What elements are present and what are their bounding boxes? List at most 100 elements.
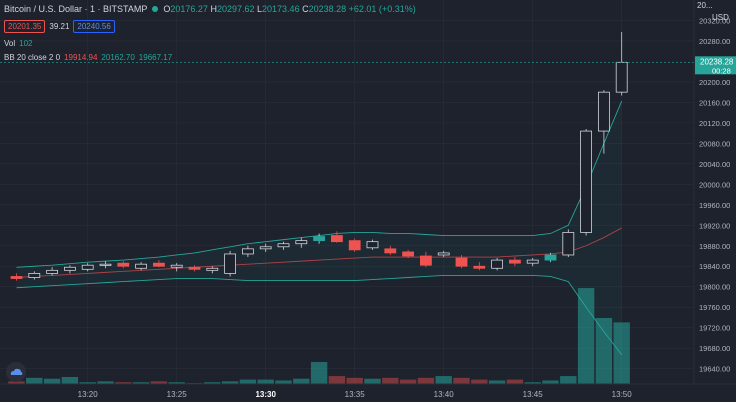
candle-body bbox=[170, 264, 183, 268]
candle-body bbox=[152, 262, 165, 267]
volume-legend[interactable]: Vol 102 bbox=[4, 39, 32, 48]
price-tick-label: 20080.00 bbox=[699, 139, 730, 148]
currency-label[interactable]: USD bbox=[712, 13, 729, 22]
time-tick-label: 13:35 bbox=[345, 390, 366, 399]
price-tick-label: 19960.00 bbox=[699, 201, 730, 210]
candle-body bbox=[10, 276, 23, 279]
volume-bars bbox=[8, 288, 630, 384]
open-label: O bbox=[163, 4, 171, 14]
cloud-logo-icon[interactable] bbox=[6, 362, 26, 382]
candle-body bbox=[615, 61, 628, 93]
candle-body bbox=[348, 240, 361, 251]
volume-bar bbox=[328, 376, 346, 384]
volume-bar bbox=[399, 379, 417, 384]
time-tick-label: 13:30 bbox=[255, 390, 276, 399]
price-tick-label: 19840.00 bbox=[699, 262, 730, 271]
volume-bar bbox=[453, 377, 470, 384]
price-tick-label: 20320.00 bbox=[699, 16, 730, 25]
candle-body bbox=[46, 269, 58, 274]
trade-panel: 20201.35 39.21 20240.56 bbox=[4, 20, 115, 33]
volume-bar bbox=[8, 381, 25, 384]
volume-bar bbox=[435, 376, 452, 384]
volume-bar bbox=[417, 377, 435, 384]
price-tick-label: 20120.00 bbox=[699, 119, 730, 128]
volume-bar bbox=[613, 322, 630, 384]
volume-bar bbox=[595, 318, 613, 384]
candle-body bbox=[259, 246, 272, 250]
bb-upper-value: 20162.70 bbox=[101, 53, 135, 62]
candle-body bbox=[99, 263, 112, 266]
time-axis[interactable] bbox=[0, 384, 736, 402]
low-label: L bbox=[257, 4, 263, 14]
volume-bar bbox=[132, 382, 150, 384]
volume-bar bbox=[79, 382, 96, 384]
volume-bar bbox=[26, 377, 43, 384]
price-axis-top-label: 20... bbox=[697, 1, 713, 10]
volume-bar bbox=[275, 380, 292, 384]
candle-body bbox=[366, 241, 379, 249]
volume-bar bbox=[43, 378, 61, 384]
volume-bar bbox=[61, 376, 79, 384]
price-tick-label: 19880.00 bbox=[699, 242, 730, 251]
volume-bar bbox=[221, 381, 239, 384]
volume-bar bbox=[524, 382, 541, 384]
candle-body bbox=[526, 259, 539, 264]
candle-body bbox=[384, 248, 397, 254]
time-tick-label: 13:25 bbox=[167, 390, 188, 399]
candle-body bbox=[188, 266, 201, 270]
volume-bar bbox=[577, 288, 595, 384]
price-tick-label: 19920.00 bbox=[699, 221, 730, 230]
spread-value: 39.21 bbox=[49, 22, 70, 31]
volume-bar bbox=[150, 381, 168, 384]
price-tick-label: 20280.00 bbox=[699, 37, 730, 46]
price-tick-label: 20160.00 bbox=[699, 98, 730, 107]
candle-body bbox=[562, 232, 575, 256]
candle-body bbox=[508, 259, 521, 264]
close-value: 20238.28 bbox=[308, 4, 347, 14]
bb-lower-line bbox=[16, 275, 623, 356]
candle-body bbox=[241, 248, 254, 255]
high-label: H bbox=[210, 4, 217, 14]
sell-button[interactable]: 20201.35 bbox=[4, 20, 46, 33]
countdown-label: 00:28 bbox=[712, 66, 731, 75]
price-axis-labels: 20320.00 20280.00 20200.00 20160.00 20120.00… bbox=[699, 16, 730, 373]
volume-bar bbox=[364, 378, 381, 384]
price-tick-label: 19800.00 bbox=[699, 283, 730, 292]
volume-value: 102 bbox=[19, 39, 33, 48]
volume-bar bbox=[239, 379, 257, 384]
volume-bar bbox=[310, 362, 328, 384]
candle-body bbox=[277, 243, 290, 248]
candle-body bbox=[491, 259, 504, 269]
open-value: 20176.27 bbox=[170, 4, 208, 14]
candle-body bbox=[455, 257, 468, 267]
volume-bar bbox=[346, 377, 363, 384]
price-tick-label: 19680.00 bbox=[699, 344, 730, 353]
symbol-header: Bitcoin / U.S. Dollar · 1 · BITSTAMP O20… bbox=[4, 4, 416, 14]
time-axis-labels: 13:20 13:25 13:30 13:35 13:40 13:45 13:50 bbox=[78, 390, 633, 399]
buy-button[interactable]: 20240.56 bbox=[73, 20, 115, 33]
candle-body bbox=[64, 266, 76, 271]
volume-bar bbox=[382, 377, 399, 384]
bb-mid-line bbox=[16, 227, 622, 278]
candle-body bbox=[580, 130, 592, 233]
grid bbox=[0, 0, 694, 384]
close-label: C bbox=[302, 4, 309, 14]
candle-body bbox=[135, 263, 148, 269]
price-tick-label: 19720.00 bbox=[699, 324, 730, 333]
candle-body bbox=[28, 273, 41, 278]
candle-body bbox=[224, 253, 237, 274]
volume-bar bbox=[542, 380, 559, 384]
bb-basis-value: 19914.94 bbox=[64, 53, 98, 62]
candle-body bbox=[598, 91, 610, 132]
market-status-dot-icon bbox=[152, 6, 159, 12]
volume-bar bbox=[488, 380, 506, 384]
time-tick-label: 13:40 bbox=[434, 390, 455, 399]
symbol-title[interactable]: Bitcoin / U.S. Dollar · 1 · BITSTAMP bbox=[4, 4, 148, 14]
candle-body bbox=[544, 254, 557, 261]
bb-legend[interactable]: BB 20 close 2 0 19914.94 20162.70 19667.17 bbox=[4, 53, 172, 62]
volume-bar bbox=[560, 376, 577, 384]
volume-bar bbox=[506, 379, 524, 384]
candle-body bbox=[81, 264, 94, 270]
